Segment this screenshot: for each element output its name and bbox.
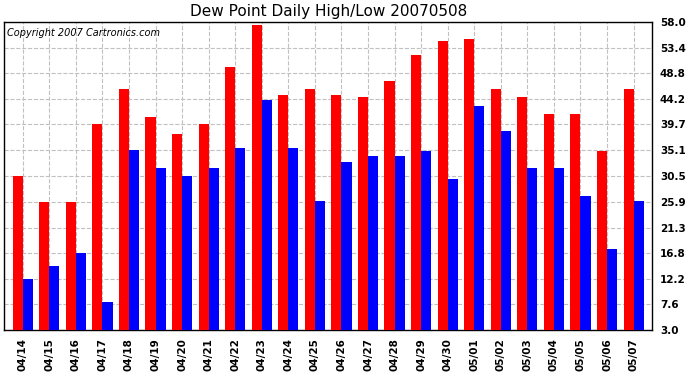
Bar [315, 201, 325, 347]
Bar [411, 56, 421, 347]
Bar [358, 98, 368, 347]
Bar [182, 176, 193, 347]
Bar [633, 201, 644, 347]
Bar [527, 168, 538, 347]
Bar [39, 202, 49, 347]
Bar [571, 114, 580, 347]
Bar [76, 253, 86, 347]
Bar [491, 89, 501, 347]
Bar [597, 151, 607, 347]
Bar [342, 162, 351, 347]
Bar [554, 168, 564, 347]
Bar [464, 39, 474, 347]
Bar [252, 24, 262, 347]
Bar [331, 94, 342, 347]
Bar [208, 168, 219, 347]
Bar [225, 67, 235, 347]
Bar [23, 279, 33, 347]
Bar [119, 89, 129, 347]
Text: Copyright 2007 Cartronics.com: Copyright 2007 Cartronics.com [8, 28, 160, 38]
Bar [580, 196, 591, 347]
Bar [421, 151, 431, 347]
Bar [544, 114, 554, 347]
Title: Dew Point Daily High/Low 20070508: Dew Point Daily High/Low 20070508 [190, 4, 467, 19]
Bar [474, 106, 484, 347]
Bar [288, 148, 299, 347]
Bar [501, 131, 511, 347]
Bar [92, 124, 102, 347]
Bar [607, 249, 617, 347]
Bar [437, 41, 448, 347]
Bar [368, 156, 378, 347]
Bar [49, 266, 59, 347]
Bar [518, 98, 527, 347]
Bar [102, 302, 112, 347]
Bar [395, 156, 404, 347]
Bar [146, 117, 155, 347]
Bar [262, 100, 272, 347]
Bar [199, 124, 208, 347]
Bar [384, 81, 395, 347]
Bar [235, 148, 246, 347]
Bar [155, 168, 166, 347]
Bar [12, 176, 23, 347]
Bar [278, 94, 288, 347]
Bar [66, 202, 76, 347]
Bar [172, 134, 182, 347]
Bar [129, 150, 139, 347]
Bar [305, 89, 315, 347]
Bar [624, 89, 633, 347]
Bar [448, 179, 457, 347]
